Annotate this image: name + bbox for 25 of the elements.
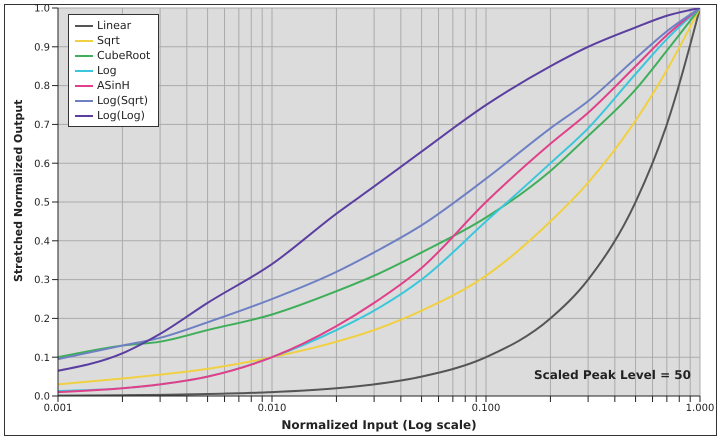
y-tick-label: 0.0 <box>34 392 50 403</box>
annotation: Scaled Peak Level = 50 <box>534 368 691 382</box>
x-tick-label: 0.001 <box>44 403 72 414</box>
x-tick-label: 1.000 <box>686 403 714 414</box>
y-tick-label: 0.4 <box>34 236 50 248</box>
y-tick-label: 0.5 <box>34 198 50 209</box>
y-tick-label: 0.2 <box>34 314 50 325</box>
y-tick-label: 0.3 <box>34 275 50 286</box>
legend-label: ASinH <box>97 78 130 93</box>
legend-label: Log(Log) <box>97 108 145 123</box>
x-axis-title: Normalized Input (Log scale) <box>281 418 477 432</box>
y-tick-label: 0.9 <box>34 42 50 54</box>
x-tick-label: 0.010 <box>258 403 286 414</box>
y-tick-label: 0.6 <box>34 158 50 170</box>
legend-label: Log(Sqrt) <box>97 93 148 108</box>
x-tick-label: 0.100 <box>472 403 500 414</box>
legend-label: Linear <box>97 18 132 33</box>
y-tick-label: 1.0 <box>34 4 50 15</box>
y-axis-title: Stretched Normalized Output <box>12 100 25 282</box>
legend-label: Log <box>97 63 117 78</box>
y-tick-label: 0.7 <box>34 120 50 131</box>
legend-label: Sqrt <box>97 33 120 48</box>
y-tick-label: 0.8 <box>34 81 50 92</box>
y-tick-label: 0.1 <box>34 352 50 364</box>
legend-label: CubeRoot <box>97 48 150 63</box>
